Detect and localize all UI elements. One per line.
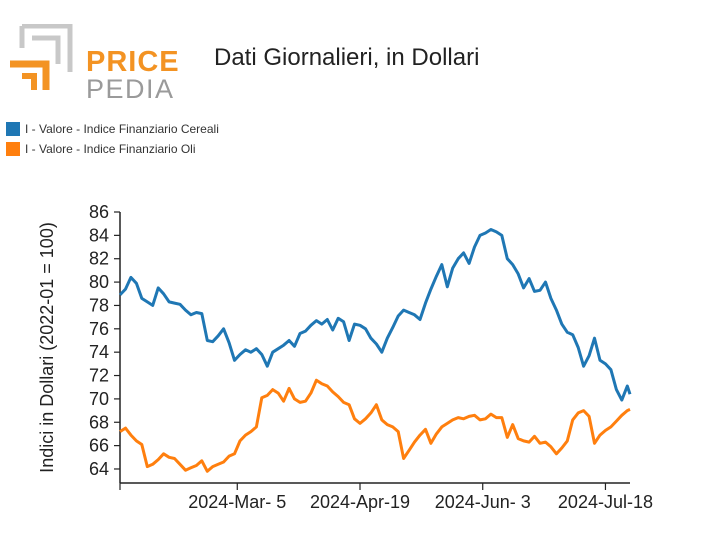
series-line-oli bbox=[119, 378, 631, 473]
legend-label-oli: I - Valore - Indice Finanziario Oli bbox=[25, 142, 196, 156]
y-tick-label: 82 bbox=[89, 249, 109, 269]
series-line-cereali bbox=[118, 228, 632, 402]
y-tick-label: 76 bbox=[89, 319, 109, 339]
y-tick-label: 72 bbox=[89, 366, 109, 386]
x-tick-label: 2024-Jul-18 bbox=[558, 492, 653, 512]
y-tick-label: 66 bbox=[89, 436, 109, 456]
legend-swatch-cereali bbox=[6, 122, 20, 136]
x-tick-label: 2024-Apr-19 bbox=[310, 492, 410, 512]
y-tick-label: 74 bbox=[89, 342, 109, 362]
legend-label-cereali: I - Valore - Indice Finanziario Cereali bbox=[25, 122, 219, 136]
chart-title: Dati Giornalieri, in Dollari bbox=[214, 44, 480, 71]
x-tick-label: 2024-Mar- 5 bbox=[188, 492, 286, 512]
legend: I - Valore - Indice Finanziario Cereali … bbox=[6, 119, 219, 159]
y-tick-label: 68 bbox=[89, 412, 109, 432]
y-tick-label: 70 bbox=[89, 389, 109, 409]
y-tick-label: 80 bbox=[89, 272, 109, 292]
logo-word-pedia: PEDIA bbox=[86, 74, 175, 104]
pricepedia-logo: PRICE PEDIA bbox=[8, 23, 179, 104]
y-axis-label: Indici in Dollari (2022-01 = 100) bbox=[37, 222, 57, 473]
y-tick-label: 84 bbox=[89, 225, 109, 245]
y-tick-label: 86 bbox=[89, 202, 109, 222]
legend-item-oli[interactable]: I - Valore - Indice Finanziario Oli bbox=[6, 139, 219, 159]
y-tick-label: 78 bbox=[89, 295, 109, 315]
logo-word-price: PRICE bbox=[86, 46, 180, 78]
logo-mark bbox=[10, 23, 73, 90]
y-tick-label: 64 bbox=[89, 459, 109, 479]
legend-swatch-oli bbox=[6, 142, 20, 156]
x-tick-label: 2024-Jun- 3 bbox=[435, 492, 531, 512]
legend-item-cereali[interactable]: I - Valore - Indice Finanziario Cereali bbox=[6, 119, 219, 139]
